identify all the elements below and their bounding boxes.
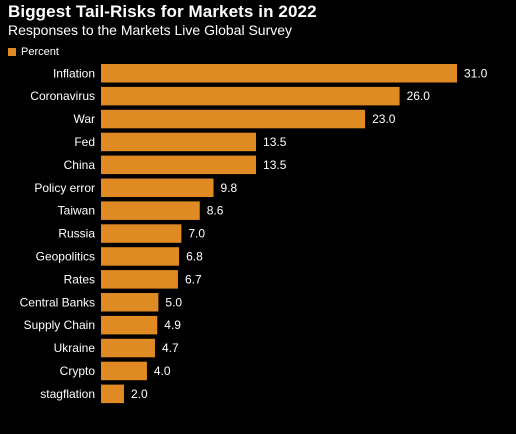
category-label: Supply Chain	[24, 318, 95, 332]
value-label: 8.6	[207, 204, 224, 218]
category-label: Central Banks	[20, 295, 95, 309]
value-label: 23.0	[372, 112, 396, 126]
legend-label: Percent	[21, 46, 59, 58]
chart-title: Biggest Tail-Risks for Markets in 2022	[8, 2, 317, 21]
category-label: Taiwan	[58, 204, 95, 218]
bar	[101, 155, 257, 175]
bar	[101, 247, 180, 266]
category-label: Coronavirus	[30, 89, 95, 103]
value-label: 13.5	[263, 135, 287, 149]
value-label: 4.0	[154, 364, 171, 378]
bar	[101, 315, 158, 335]
legend: Percent	[8, 46, 59, 58]
bar	[101, 109, 366, 129]
category-label: Geopolitics	[36, 249, 95, 263]
category-label: Fed	[74, 135, 95, 149]
category-label: Crypto	[60, 364, 96, 378]
category-label: stagflation	[40, 387, 95, 401]
bar	[101, 224, 182, 243]
value-label: 13.5	[263, 158, 287, 172]
value-label: 9.8	[221, 181, 238, 195]
category-label: Ukraine	[54, 341, 96, 355]
value-label: 2.0	[131, 387, 148, 401]
value-label: 5.0	[165, 295, 182, 309]
value-label: 4.9	[164, 318, 181, 332]
bar	[101, 64, 457, 83]
value-label: 4.7	[162, 341, 179, 355]
value-label: 7.0	[188, 227, 205, 241]
category-label: Policy error	[34, 181, 95, 195]
legend-swatch	[8, 48, 16, 56]
bar	[101, 361, 147, 381]
bar	[101, 201, 200, 220]
bar	[101, 384, 124, 404]
value-label: 6.7	[185, 272, 202, 286]
bar	[101, 293, 159, 312]
category-label: Rates	[64, 272, 95, 286]
bar	[101, 86, 400, 106]
value-label: 26.0	[407, 89, 431, 103]
value-label: 31.0	[464, 66, 488, 80]
category-label: Inflation	[53, 66, 95, 80]
bar	[101, 338, 155, 358]
bar	[101, 132, 257, 152]
bar	[101, 270, 178, 289]
value-label: 6.8	[186, 249, 203, 263]
category-label: Russia	[58, 227, 95, 241]
category-label: War	[73, 112, 95, 126]
category-label: China	[64, 158, 96, 172]
bar	[101, 178, 214, 197]
chart-subtitle: Responses to the Markets Live Global Sur…	[8, 22, 293, 38]
